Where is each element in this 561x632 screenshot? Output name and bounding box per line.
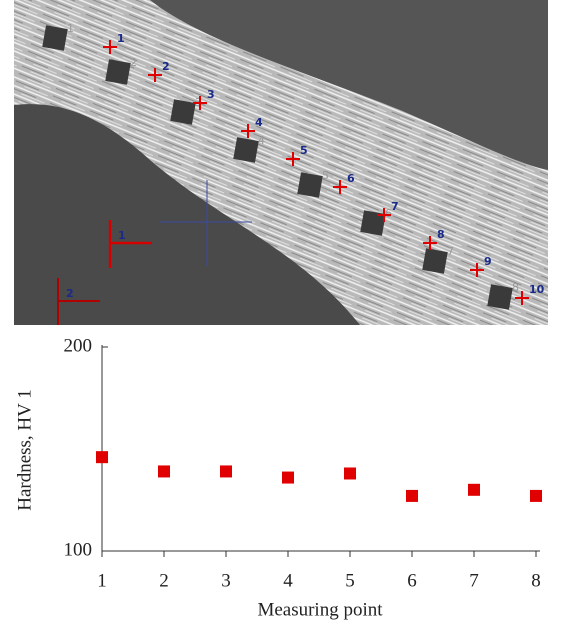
indent-label: 8 [512,281,519,294]
x-tick-label: 8 [531,570,541,591]
dark-region [150,0,548,170]
point-label: 7 [391,200,399,213]
point-label: 6 [347,172,355,185]
point-label: 1 [117,32,125,45]
indent [105,59,131,85]
data-point [158,465,170,478]
x-tick-label: 4 [283,570,293,591]
x-axis-label: Measuring point [257,599,383,620]
measure-cross [241,124,255,138]
indent [233,137,259,163]
measure-cross [423,236,437,250]
measure-cross [103,40,117,54]
data-point [282,471,294,484]
direction-marker [57,278,100,325]
y-tick-label: 100 [64,539,93,560]
measure-cross [515,291,529,305]
dark-region [14,104,360,325]
point-label: 9 [484,255,492,268]
indent-label: 7 [447,245,454,258]
x-tick-label: 1 [97,570,107,591]
indent [422,248,448,274]
indent [42,25,68,51]
indent [360,210,386,236]
point-label: 8 [437,228,445,241]
data-point [96,451,108,464]
data-point [220,465,232,478]
x-tick-label: 3 [221,570,231,591]
measure-cross [193,96,207,110]
direction-label: 2 [66,287,74,300]
measure-cross [470,263,484,277]
data-point [406,489,418,502]
data-point [344,467,356,480]
indent [297,172,323,198]
direction-marker [108,220,152,268]
point-label: 2 [162,60,170,73]
y-axis-label: Hardness, HV 1 [14,389,35,511]
measure-cross [286,152,300,166]
y-tick-label: 200 [64,335,93,356]
measure-cross [333,180,347,194]
direction-label: 1 [118,229,126,242]
indent [170,99,196,125]
point-label: 5 [300,144,308,157]
point-label: 10 [529,283,545,296]
micrograph: 123456781234567891012 [14,0,548,325]
indent-label: 5 [322,169,329,182]
indent-label: 4 [258,134,265,147]
x-tick-label: 2 [159,570,169,591]
measure-cross [377,208,391,222]
point-label: 4 [255,116,263,129]
indent-label: 2 [130,56,137,69]
indent-label: 1 [67,22,74,35]
x-tick-label: 6 [407,570,417,591]
data-point [468,483,480,496]
x-tick-label: 7 [469,570,479,591]
point-label: 3 [207,88,215,101]
indent [487,284,513,310]
x-tick-label: 5 [345,570,355,591]
indent-label: 6 [385,207,392,220]
data-point [530,489,542,502]
measure-cross [148,68,162,82]
